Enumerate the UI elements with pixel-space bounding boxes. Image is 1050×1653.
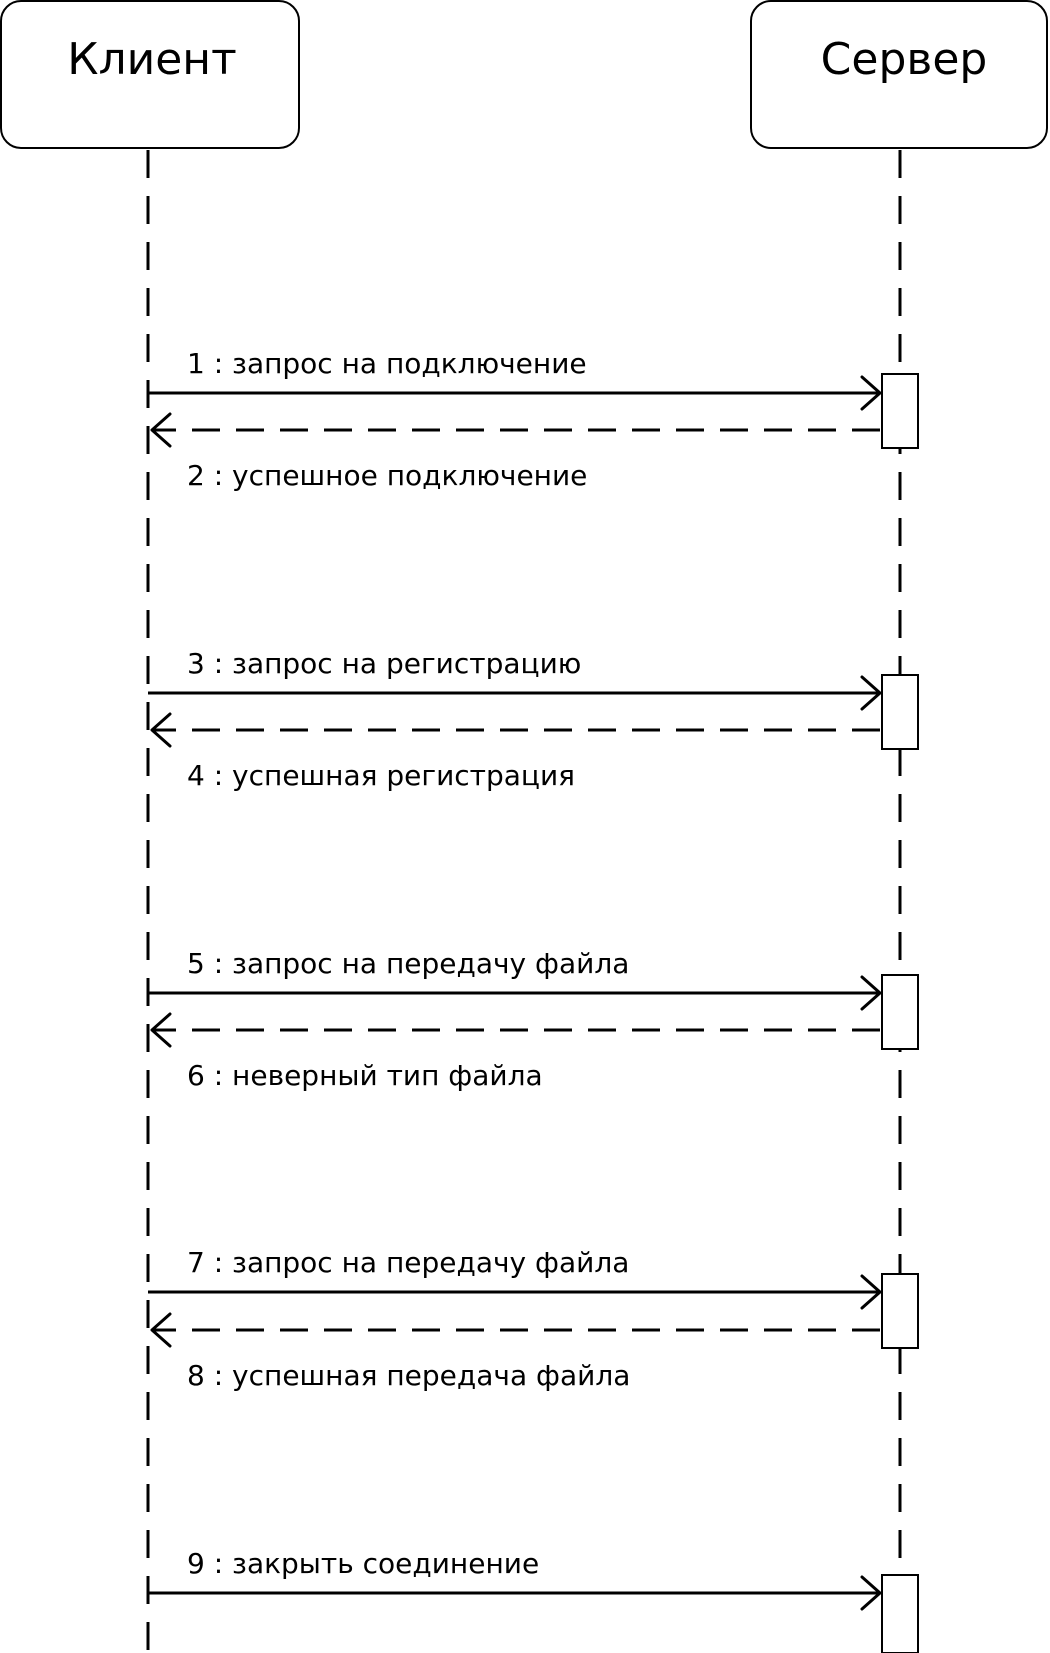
participant-server[interactable]: Сервер bbox=[750, 0, 1048, 149]
message-5[interactable]: 5 : запрос на передачу файла bbox=[148, 947, 882, 1011]
message-3-arrowhead bbox=[860, 675, 882, 711]
message-1-arrowhead bbox=[860, 375, 882, 411]
message-6[interactable]: 6 : неверный тип файла bbox=[150, 1012, 880, 1092]
message-1[interactable]: 1 : запрос на подключение bbox=[148, 347, 882, 411]
message-8-label: 8 : успешная передача файла bbox=[187, 1359, 630, 1392]
participant-client-box bbox=[0, 0, 300, 149]
message-2-label: 2 : успешное подключение bbox=[187, 459, 587, 492]
server-activation-1 bbox=[881, 373, 919, 449]
message-9-arrowhead bbox=[860, 1575, 882, 1611]
message-2-arrowhead bbox=[150, 412, 172, 448]
message-2[interactable]: 2 : успешное подключение bbox=[150, 412, 880, 492]
message-7[interactable]: 7 : запрос на передачу файла bbox=[148, 1246, 882, 1310]
message-4[interactable]: 4 : успешная регистрация bbox=[150, 712, 880, 792]
message-6-label: 6 : неверный тип файла bbox=[187, 1059, 543, 1092]
message-8[interactable]: 8 : успешная передача файла bbox=[150, 1312, 880, 1392]
message-7-arrowhead bbox=[860, 1274, 882, 1310]
message-8-arrowhead bbox=[150, 1312, 172, 1348]
message-4-label: 4 : успешная регистрация bbox=[187, 759, 575, 792]
participant-client-title: Клиент bbox=[67, 34, 236, 85]
message-6-arrowhead bbox=[150, 1012, 172, 1048]
message-9-label: 9 : закрыть соединение bbox=[187, 1547, 539, 1580]
message-5-arrowhead bbox=[860, 975, 882, 1011]
message-3-label: 3 : запрос на регистрацию bbox=[187, 647, 581, 680]
participant-client[interactable]: Клиент bbox=[0, 0, 300, 149]
message-4-arrowhead bbox=[150, 712, 172, 748]
message-1-label: 1 : запрос на подключение bbox=[187, 347, 587, 380]
participant-server-box bbox=[750, 0, 1048, 149]
message-5-label: 5 : запрос на передачу файла bbox=[187, 947, 629, 980]
server-activation-3 bbox=[881, 974, 919, 1050]
server-activation-5 bbox=[881, 1574, 919, 1653]
server-activation-2 bbox=[881, 674, 919, 750]
message-9[interactable]: 9 : закрыть соединение bbox=[148, 1547, 882, 1611]
server-activation-4 bbox=[881, 1273, 919, 1349]
message-3[interactable]: 3 : запрос на регистрацию bbox=[148, 647, 882, 711]
participant-server-title: Сервер bbox=[821, 34, 988, 85]
message-7-label: 7 : запрос на передачу файла bbox=[187, 1246, 629, 1279]
